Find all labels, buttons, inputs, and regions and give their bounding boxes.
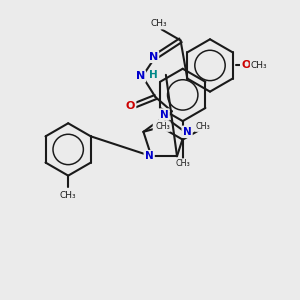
Text: CH₃: CH₃ xyxy=(176,159,190,168)
Text: N: N xyxy=(160,110,169,119)
Text: O: O xyxy=(241,61,251,70)
Text: O: O xyxy=(126,101,135,111)
Text: S: S xyxy=(154,121,163,134)
Text: CH₃: CH₃ xyxy=(155,122,170,131)
Text: CH₃: CH₃ xyxy=(196,122,210,131)
Text: H: H xyxy=(149,70,158,80)
Text: N: N xyxy=(145,151,154,161)
Text: N: N xyxy=(148,52,158,62)
Text: CH₃: CH₃ xyxy=(150,20,167,28)
Text: N: N xyxy=(136,71,145,81)
Text: CH₃: CH₃ xyxy=(251,61,267,70)
Text: CH₃: CH₃ xyxy=(60,191,76,200)
Text: N: N xyxy=(183,127,191,137)
